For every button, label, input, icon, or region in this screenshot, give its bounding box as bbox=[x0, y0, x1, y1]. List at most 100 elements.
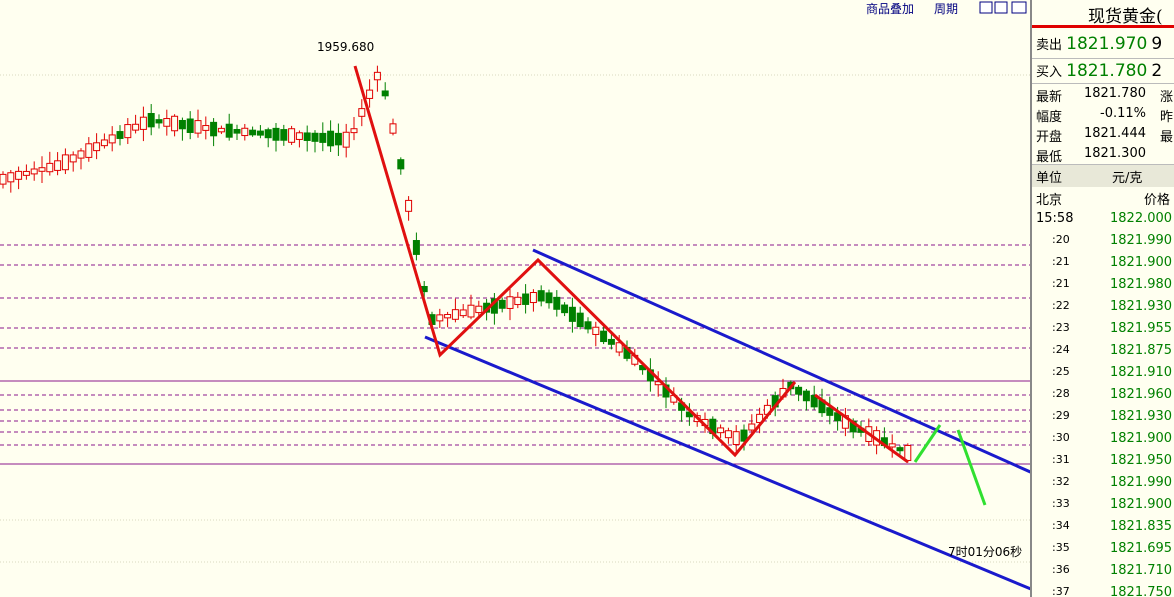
stat-value: -0.11% bbox=[1100, 106, 1146, 121]
tick-time: :30 bbox=[1052, 431, 1070, 444]
candle-body bbox=[732, 431, 740, 446]
tick-price: 1821.750 bbox=[1110, 585, 1173, 597]
overlay-button[interactable]: 商品叠加 bbox=[866, 1, 914, 16]
timer: 7时01分06秒 bbox=[948, 545, 1022, 559]
candle-body bbox=[467, 304, 475, 318]
candle-body bbox=[389, 123, 397, 134]
stat-value: 1821.300 bbox=[1083, 146, 1146, 161]
candle-body bbox=[132, 123, 140, 131]
candle-body bbox=[896, 447, 904, 452]
candle-body bbox=[319, 132, 327, 143]
annotations bbox=[353, 65, 1030, 591]
candle-body bbox=[241, 127, 249, 137]
tick-time: :35 bbox=[1052, 541, 1070, 554]
candle-body bbox=[350, 128, 358, 134]
candle-body bbox=[381, 90, 389, 97]
support-lines bbox=[0, 380, 1030, 465]
candle-body bbox=[756, 413, 764, 424]
candle-body bbox=[139, 116, 147, 130]
candle-body bbox=[412, 240, 420, 255]
volume: 2 bbox=[1151, 61, 1163, 81]
tick-time: :37 bbox=[1052, 585, 1070, 597]
stat-label: 最低 bbox=[1036, 150, 1063, 165]
tick-price: 1821.900 bbox=[1110, 497, 1173, 512]
tick-time: :34 bbox=[1052, 519, 1070, 532]
candle-body bbox=[802, 390, 810, 402]
candle-body bbox=[553, 296, 561, 310]
candle-body bbox=[607, 338, 615, 345]
candle-body bbox=[522, 293, 530, 305]
tick-time: :28 bbox=[1052, 387, 1070, 400]
candle-body bbox=[600, 330, 608, 343]
label: 买入 bbox=[1036, 65, 1063, 80]
tick-time: :33 bbox=[1052, 497, 1070, 510]
stat-label: 开盘 bbox=[1036, 130, 1063, 145]
tick-price: 1821.930 bbox=[1110, 409, 1173, 424]
stat-extra: 最 bbox=[1160, 130, 1174, 145]
candle-body bbox=[444, 314, 452, 319]
candle-body bbox=[295, 132, 303, 140]
buy: 买入 1821.780 2 bbox=[1036, 61, 1162, 81]
tick-price: 1821.960 bbox=[1110, 387, 1173, 402]
candle-body bbox=[748, 423, 756, 431]
tick-time: :23 bbox=[1052, 321, 1070, 334]
stat-extra: 涨 bbox=[1160, 90, 1174, 105]
chart: 1959.680 7时01分06秒 商品叠加 周期 bbox=[0, 1, 1030, 591]
candle-body bbox=[506, 296, 514, 309]
candle-body bbox=[537, 290, 545, 302]
candle-body bbox=[202, 125, 210, 131]
max-label: 1959.680 bbox=[317, 40, 374, 54]
stat-value: 1821.780 bbox=[1083, 86, 1146, 101]
tick-price: 1821.710 bbox=[1110, 563, 1173, 578]
candle-body bbox=[514, 296, 522, 306]
tick-time: :31 bbox=[1052, 453, 1070, 466]
candle-body bbox=[69, 154, 77, 163]
candle-body bbox=[186, 118, 194, 133]
tick-price: 1821.835 bbox=[1110, 519, 1173, 534]
candle-body bbox=[210, 121, 218, 137]
unit-value: 元/克 bbox=[1112, 171, 1143, 186]
tick-time: :24 bbox=[1052, 343, 1070, 356]
candle-body bbox=[358, 108, 366, 117]
candle-body bbox=[256, 130, 264, 136]
candle-body bbox=[225, 123, 233, 138]
candle-body bbox=[124, 124, 132, 139]
candle-body bbox=[568, 306, 576, 322]
candle-body bbox=[264, 129, 272, 139]
tick-price: 1821.955 bbox=[1110, 321, 1173, 336]
candle-body bbox=[576, 312, 584, 328]
tick-time: :29 bbox=[1052, 409, 1070, 422]
tick-time: :36 bbox=[1052, 563, 1070, 576]
tick-price: 1821.980 bbox=[1110, 277, 1173, 292]
candle-body bbox=[46, 162, 54, 173]
stat-extra: 昨 bbox=[1160, 110, 1174, 125]
nav-buttons[interactable] bbox=[979, 1, 1027, 14]
candle-body bbox=[288, 128, 296, 143]
candle-body bbox=[272, 127, 280, 141]
period-button[interactable]: 周期 bbox=[934, 2, 958, 16]
candle-body bbox=[61, 154, 69, 171]
candle-body bbox=[740, 429, 748, 442]
sell: 卖出 1821.970 9 bbox=[1036, 34, 1162, 54]
candle-body bbox=[826, 407, 834, 416]
candle-body bbox=[77, 150, 85, 159]
candle-body bbox=[194, 120, 202, 134]
candle-body bbox=[217, 127, 225, 133]
candle-body bbox=[615, 342, 623, 353]
candle-body bbox=[54, 160, 62, 171]
candle-body bbox=[717, 427, 725, 434]
tick-time: :22 bbox=[1052, 299, 1070, 312]
volume: 9 bbox=[1151, 34, 1163, 54]
candle-body bbox=[280, 129, 288, 141]
candle-body bbox=[233, 128, 241, 134]
tick-price: 1821.930 bbox=[1110, 299, 1173, 314]
tick-time: :20 bbox=[1052, 233, 1070, 246]
candle-body bbox=[810, 394, 818, 408]
tick-time: :21 bbox=[1052, 255, 1070, 268]
candle-body bbox=[15, 170, 23, 180]
ticks-price-header: 价格 bbox=[1144, 193, 1171, 208]
candle-body bbox=[7, 172, 15, 183]
candle-body bbox=[405, 199, 413, 212]
candle-body bbox=[178, 119, 186, 130]
